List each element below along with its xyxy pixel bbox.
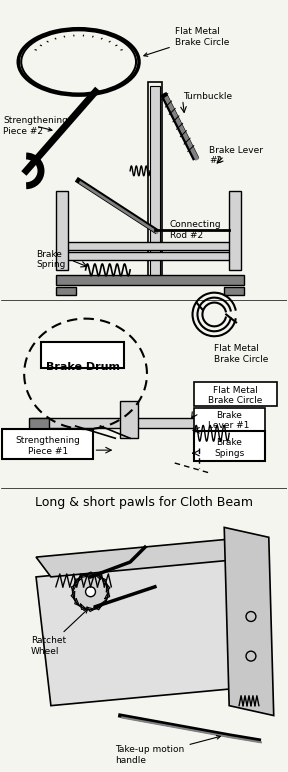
- Circle shape: [86, 587, 96, 597]
- Text: Flat Metal
Brake Circle: Flat Metal Brake Circle: [208, 386, 262, 405]
- Text: Connecting
Rod #2: Connecting Rod #2: [170, 220, 221, 240]
- Bar: [61, 252, 234, 260]
- Bar: [120, 401, 138, 438]
- Bar: [224, 286, 244, 295]
- Text: Turnbuckle: Turnbuckle: [183, 92, 232, 100]
- Text: Ratchet
Wheel: Ratchet Wheel: [31, 609, 88, 655]
- Text: Flat Metal
Brake Circle: Flat Metal Brake Circle: [144, 27, 229, 56]
- Text: Strengthening
Piece #1: Strengthening Piece #1: [16, 436, 80, 456]
- Bar: [56, 191, 68, 270]
- Bar: [56, 286, 76, 295]
- Text: Take-up motion
handle: Take-up motion handle: [115, 736, 220, 764]
- Bar: [61, 242, 234, 250]
- Text: Brake Lever
#2: Brake Lever #2: [209, 146, 263, 165]
- FancyBboxPatch shape: [2, 429, 94, 459]
- FancyBboxPatch shape: [194, 432, 265, 461]
- Text: Long & short pawls for Cloth Beam: Long & short pawls for Cloth Beam: [35, 496, 253, 509]
- Bar: [56, 275, 244, 285]
- Text: Flat Metal
Brake Circle: Flat Metal Brake Circle: [214, 344, 269, 364]
- Text: Brake
Spings: Brake Spings: [214, 438, 244, 458]
- Bar: [148, 82, 162, 279]
- FancyBboxPatch shape: [41, 342, 124, 368]
- FancyBboxPatch shape: [194, 382, 277, 405]
- Text: Brake Drum: Brake Drum: [46, 362, 120, 372]
- FancyBboxPatch shape: [194, 408, 265, 432]
- Bar: [31, 418, 224, 428]
- Text: Strengthening
Piece #2: Strengthening Piece #2: [3, 117, 68, 136]
- Bar: [150, 86, 160, 282]
- Polygon shape: [36, 537, 264, 577]
- Bar: [29, 418, 49, 438]
- Bar: [229, 191, 241, 270]
- Polygon shape: [224, 527, 274, 716]
- Polygon shape: [36, 557, 264, 706]
- Text: Brake
Spring: Brake Spring: [36, 250, 65, 269]
- Circle shape: [73, 574, 108, 610]
- Text: Brake
Lever #1: Brake Lever #1: [209, 411, 250, 430]
